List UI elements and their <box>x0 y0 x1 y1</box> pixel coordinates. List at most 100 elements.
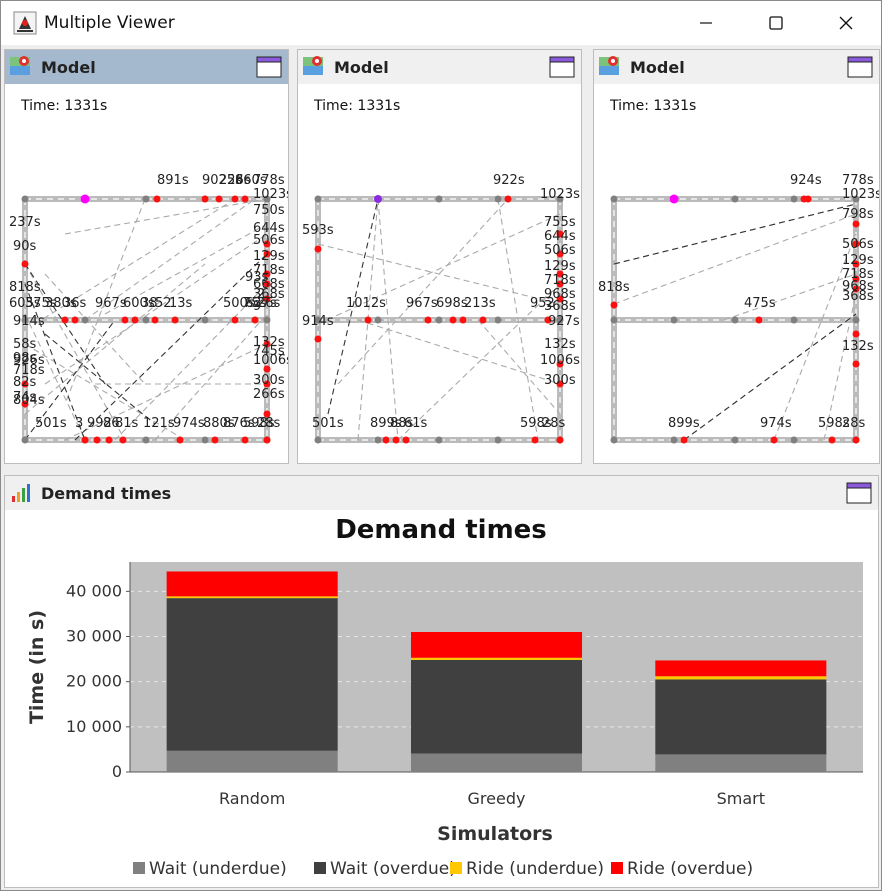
frame-maximize-icon[interactable] <box>549 56 575 78</box>
demand-time-label: 745s <box>253 344 285 359</box>
demand-time-label: 992 <box>87 416 112 431</box>
demand-marker <box>610 301 618 309</box>
demand-marker <box>680 436 688 444</box>
pending-trip-line <box>823 293 857 441</box>
model-frame-2[interactable]: Model Time: 1331s 922s 1023s 593s 755s 644s 50… <box>297 49 582 464</box>
intersection-node <box>670 436 678 444</box>
model-frame-1[interactable]: Model Time: 1331s 891s 9025s 226s 860s 778s 10… <box>4 49 289 464</box>
demand-marker <box>852 360 860 368</box>
minimize-icon <box>700 22 712 24</box>
intersection-node <box>81 316 89 324</box>
bar-segment <box>410 660 583 754</box>
model-frame-header[interactable]: Model <box>298 50 581 84</box>
demand-time-label: 952 <box>530 296 555 311</box>
assigned-trip-line <box>613 203 857 265</box>
demand-marker <box>556 270 564 278</box>
assigned-trip-line <box>327 198 379 415</box>
demand-time-label: 93s <box>245 270 269 285</box>
demand-marker <box>852 220 860 228</box>
demand-time-label: 28s <box>257 416 281 431</box>
pending-trip-line <box>357 319 561 385</box>
road-network-view[interactable]: Time: 1331s891s9025s226s860s778s1023s237… <box>5 84 288 463</box>
demand-time-label: 1006s <box>540 353 580 368</box>
demand-marker <box>852 330 860 338</box>
demand-marker <box>21 380 29 388</box>
frame-title: Model <box>41 58 96 77</box>
pending-trip-line <box>24 263 206 415</box>
legend-label: Wait (underdue) <box>149 859 287 879</box>
bar-segment <box>655 754 827 772</box>
intersection-node <box>610 316 618 324</box>
demand-marker <box>21 260 29 268</box>
demand-time-label: 237s <box>9 215 41 230</box>
demand-time-label: 2 <box>257 287 265 302</box>
demand-marker <box>852 240 860 248</box>
demand-marker <box>263 410 271 418</box>
java-duke-icon <box>13 11 37 35</box>
intersection-node <box>374 316 382 324</box>
title-bar[interactable]: Multiple Viewer <box>1 1 881 45</box>
demand-marker <box>504 195 512 203</box>
pending-trip-line <box>24 343 186 441</box>
chart-frame-header[interactable]: Demand times <box>5 476 878 510</box>
demand-time-label: 1023s <box>253 187 288 202</box>
road-network-view[interactable]: Time: 1331s 922s 1023s 593s 755s644s506s129s… <box>298 84 581 463</box>
demand-time-label: 368s <box>253 287 285 302</box>
demand-time-label: 1023s <box>540 187 580 202</box>
demand-time-label: 718s <box>544 273 576 288</box>
maximize-button[interactable] <box>741 1 811 45</box>
pending-trip-line <box>317 243 561 305</box>
map-icon <box>10 56 30 75</box>
frame-title: Demand times <box>41 484 172 503</box>
demand-marker <box>852 285 860 293</box>
demand-marker <box>314 335 322 343</box>
intersection-node <box>21 436 29 444</box>
demand-time-label: 213s <box>464 296 496 311</box>
demand-marker <box>215 195 223 203</box>
simulation-time: Time: 1331s <box>313 98 400 114</box>
demand-time-label: 818s <box>598 280 630 295</box>
vehicle-marker <box>80 194 90 204</box>
demand-time-label: 9 <box>253 299 261 314</box>
bar-chart-icon <box>12 484 30 502</box>
demand-time-label: 804s <box>13 393 45 408</box>
intersection-node <box>142 436 150 444</box>
pending-trip-line <box>84 198 256 321</box>
demand-time-label: 718s <box>253 263 285 278</box>
demand-time-label: 922s <box>493 173 525 188</box>
demand-time-label: 226s <box>219 173 251 188</box>
window-title: Multiple Viewer <box>44 13 175 33</box>
minimize-button[interactable] <box>671 1 741 45</box>
frame-maximize-icon[interactable] <box>847 56 873 78</box>
bar-segment <box>166 598 338 751</box>
demand-times-frame[interactable]: Demand times Demand times 0 10 000 20 000 30… <box>4 475 879 888</box>
demand-marker <box>81 436 89 444</box>
chart-title: Demand times <box>335 515 547 545</box>
demand-marker <box>479 316 487 324</box>
model-frame-3[interactable]: Model Time: 1331s 924s 778s 1023s 798s 506s 12… <box>593 49 880 464</box>
demand-time-label: 967s <box>406 296 438 311</box>
frame-maximize-icon[interactable] <box>846 482 872 504</box>
intersection-node <box>435 316 443 324</box>
model-frame-header[interactable]: Model <box>5 50 288 84</box>
demand-time-label: 778s <box>253 173 285 188</box>
intersection-node <box>852 195 860 203</box>
legend-swatch <box>450 862 462 874</box>
bar-segment <box>410 632 583 658</box>
demand-marker <box>201 195 209 203</box>
demand-time-label: 899s <box>668 416 700 431</box>
pending-trip-line <box>24 263 126 441</box>
model-frame-header[interactable]: Model <box>594 50 879 84</box>
close-button[interactable] <box>811 1 881 45</box>
x-tick-label: Greedy <box>468 789 526 808</box>
demand-marker <box>119 436 127 444</box>
frame-maximize-icon[interactable] <box>256 56 282 78</box>
pending-trip-line <box>64 198 268 235</box>
demand-time-label: 914s <box>302 314 334 329</box>
assigned-trip-line <box>24 319 116 441</box>
demand-marker <box>556 360 564 368</box>
frame-title: Model <box>630 58 685 77</box>
demand-time-label: 974s <box>760 416 792 431</box>
assigned-trip-line <box>683 313 857 441</box>
